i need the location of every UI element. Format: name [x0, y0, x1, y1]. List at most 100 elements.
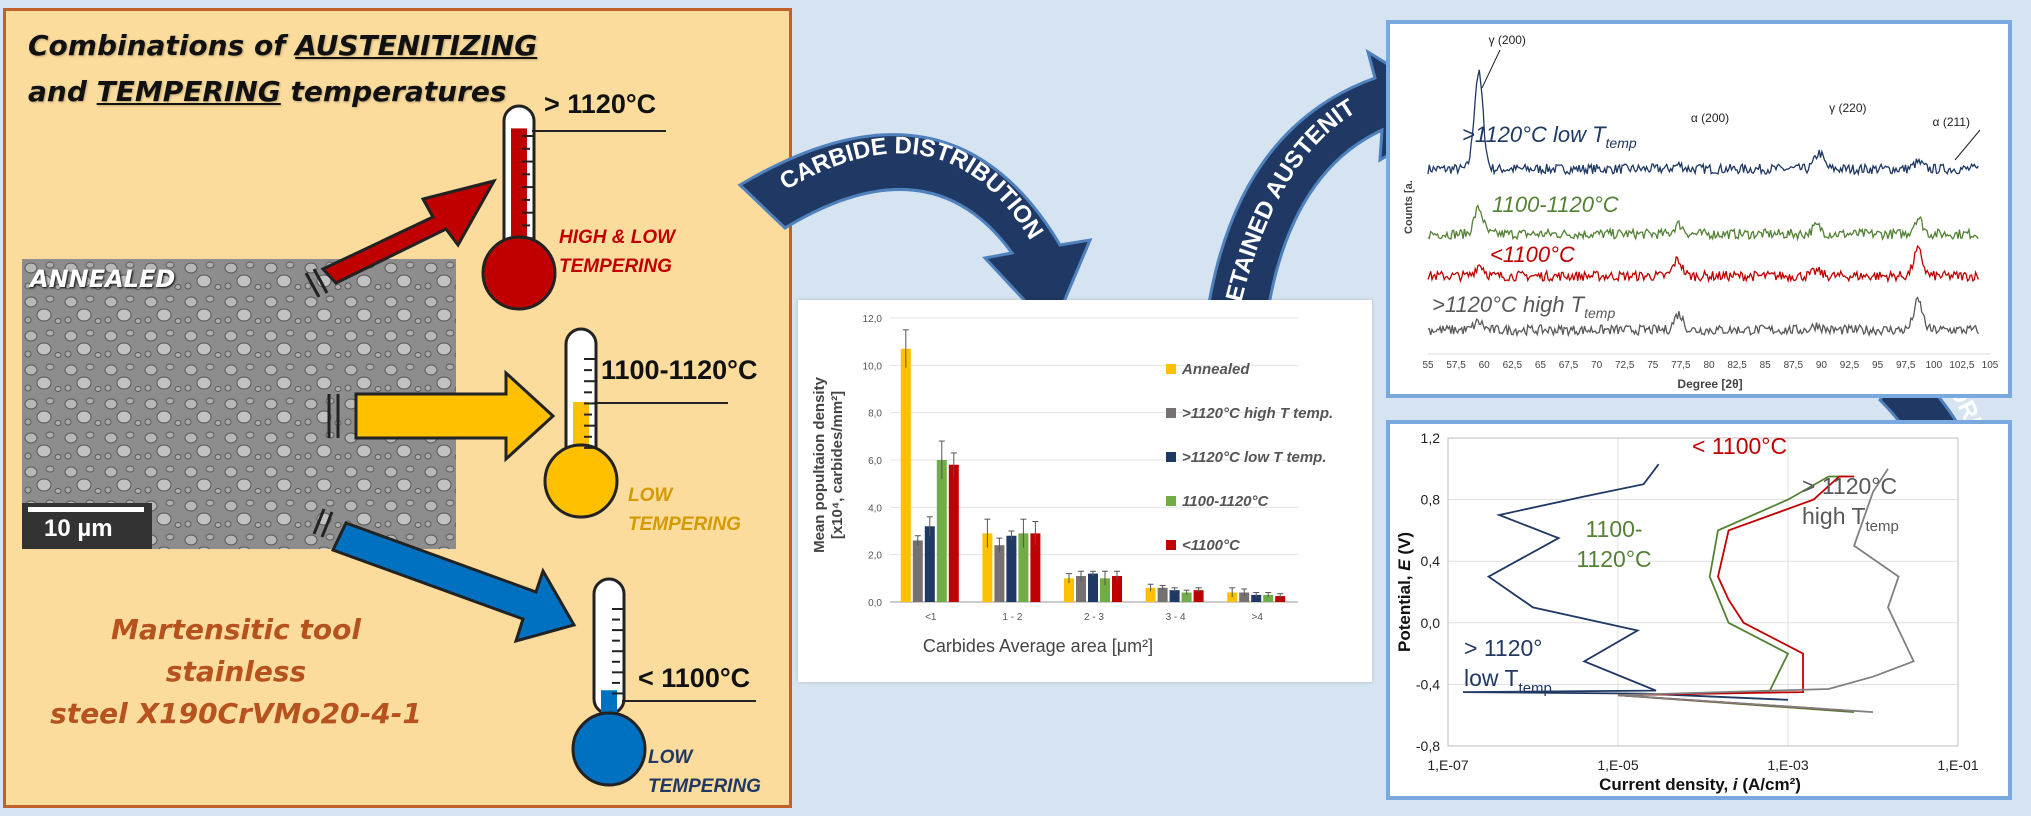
- tempering-note-high: HIGH & LOW TEMPERING: [559, 227, 676, 277]
- x-tick-label: 90: [1816, 360, 1828, 371]
- x-tick-label: <1: [925, 612, 937, 623]
- peak-pointer: [1954, 129, 1981, 161]
- plot-area: [1447, 437, 1959, 747]
- temp-label-high: > 1120°C: [544, 89, 657, 119]
- bar: [1076, 575, 1086, 602]
- series-subscript: temp: [1519, 680, 1552, 697]
- y-tick-label: 4,0: [868, 503, 882, 514]
- series-subscript: temp: [1584, 305, 1615, 321]
- scale-bar: 10 µm: [22, 503, 152, 549]
- annealed-label: ANNEALED: [30, 265, 176, 293]
- title-text: and: [28, 75, 97, 108]
- polarization-series-label: > 1120° low Ttemp: [1464, 635, 1552, 697]
- bar: [1239, 592, 1250, 602]
- peak-label: α (200): [1691, 111, 1729, 125]
- axis-title-part: Potential,: [1395, 571, 1414, 652]
- austenite-arrow-label: RETAINED AUSTENITE: [0, 0, 1361, 321]
- carbide-bar-chart-panel: 0,0 2,0 4,0 6,0 8,0 10,0 12,0 <1 1 - 2 2 - 3 3 - 4…: [798, 300, 1372, 682]
- y-tick-label: 0,4: [1421, 553, 1441, 569]
- series-name: <1100°C: [1490, 242, 1575, 267]
- xrd-chart-panel: 55 57,5 60 62,5 65 67,5 70 72,5 75 77,5 80 82,5 85 87…: [1386, 20, 2012, 398]
- y-axis-title: Mean popultaion density[x10⁴, carbides/m…: [811, 376, 846, 552]
- steel-description: Martensitic tool stainless steel X190CrV…: [36, 609, 436, 735]
- axis-title-part: (A/cm²): [1738, 775, 1801, 794]
- bar: [1275, 596, 1286, 602]
- y-tick-label: 12,0: [863, 314, 883, 325]
- xrd-series-line: [1427, 296, 1979, 338]
- thermometer-bulb: [571, 711, 647, 787]
- bar: [1169, 590, 1180, 602]
- tempering-note-mid: LOW TEMPERING: [628, 485, 741, 535]
- y-tick-label: 6,0: [868, 456, 882, 467]
- x-tick-label: 97,5: [1896, 360, 1916, 371]
- x-tick-label: 82,5: [1727, 360, 1747, 371]
- x-tick-label: 87,5: [1784, 360, 1804, 371]
- bar: [1181, 592, 1192, 602]
- x-tick-label: 77,5: [1671, 360, 1691, 371]
- y-tick-label: 0,0: [1421, 615, 1441, 631]
- title-line-1: Combinations of AUSTENITIZING: [28, 29, 537, 62]
- bar: [994, 545, 1005, 602]
- title-austenitizing: AUSTENITIZING: [295, 29, 538, 62]
- polarization-curve: [1617, 468, 1915, 713]
- scale-bar-label: 10 µm: [44, 515, 113, 542]
- series-name: high T: [1802, 503, 1866, 529]
- legend-label: Annealed: [1181, 361, 1250, 378]
- legend-swatch: [1166, 496, 1176, 506]
- bar: [1018, 533, 1029, 602]
- x-tick-label: 1 - 2: [1002, 612, 1022, 623]
- xrd-series-label: <1100°C: [1490, 242, 1575, 267]
- bar: [1193, 590, 1204, 602]
- series-subscript: temp: [1606, 135, 1637, 151]
- series-name: 1100-: [1585, 516, 1642, 542]
- xrd-series-line: [1427, 69, 1979, 177]
- legend-label: 1100-1120°C: [1182, 493, 1270, 510]
- x-axis-title: Current density, i (A/cm²): [1599, 775, 1801, 794]
- thermometer-1: [543, 327, 728, 519]
- polarization-series-label: 1100- 1120°C: [1576, 516, 1651, 572]
- x-tick-label: 95: [1872, 360, 1884, 371]
- series-name: 1100-1120°C: [1492, 192, 1619, 217]
- thermometers: [481, 104, 756, 787]
- peak-label: α (211): [1933, 115, 1970, 129]
- thermometer-2: [571, 577, 756, 787]
- x-tick-label: 100: [1925, 360, 1942, 371]
- x-tick-label: 2 - 3: [1084, 612, 1104, 623]
- y-tick-label: 1,2: [1421, 430, 1441, 446]
- axis-title-var: E: [1395, 559, 1414, 571]
- temp-label-mid: 1100-1120°C: [601, 355, 758, 385]
- y-tick-label: 2,0: [868, 551, 882, 562]
- bar: [912, 540, 923, 602]
- title-text: temperatures: [280, 75, 507, 108]
- axis-title-part: Current density,: [1599, 775, 1733, 794]
- xrd-series-label: >1120°C low Ttemp: [1462, 122, 1637, 151]
- x-tick-label: 70: [1591, 360, 1603, 371]
- thermometer-0: [481, 104, 666, 311]
- retained-austenite-arrow: RETAINED AUSTENITE: [0, 0, 1465, 332]
- bar: [1263, 594, 1274, 602]
- blue-arrow: [312, 508, 577, 644]
- x-tick-label: 1,E-03: [1767, 757, 1808, 773]
- x-tick-label: 80: [1703, 360, 1715, 371]
- legend-label: >1120°C high T temp.: [1182, 405, 1333, 422]
- polarization-chart: -0,8 -0,4 0,0 0,4 0,8 1,2 1,E-07 1,E-05 1,E-03 1,…: [1395, 430, 1979, 794]
- x-tick-label: 3 - 4: [1166, 612, 1186, 623]
- x-axis-title: Carbides Average area [μm²]: [923, 636, 1153, 656]
- bar: [1157, 587, 1168, 602]
- axis-title-part: (V): [1395, 532, 1414, 559]
- scale-bar-line: [28, 507, 144, 512]
- bar: [1064, 578, 1074, 602]
- x-tick-label: 55: [1422, 360, 1434, 371]
- y-axis-title: Counts [a.: [1403, 180, 1415, 234]
- bar: [1145, 587, 1156, 602]
- title-text: Combinations of: [28, 29, 296, 62]
- carbide-bar-chart: 0,0 2,0 4,0 6,0 8,0 10,0 12,0 <1 1 - 2 2 - 3 3 - 4…: [811, 314, 1333, 656]
- y-tick-label: -0,8: [1416, 738, 1440, 754]
- steel-line-2: steel X190CrVMo20-4-1: [50, 697, 422, 730]
- x-tick-label: >4: [1251, 612, 1263, 623]
- x-tick-label: 1,E-07: [1427, 757, 1468, 773]
- bar: [1251, 594, 1262, 602]
- yellow-arrow: [327, 369, 556, 463]
- x-tick-label: 1,E-05: [1597, 757, 1638, 773]
